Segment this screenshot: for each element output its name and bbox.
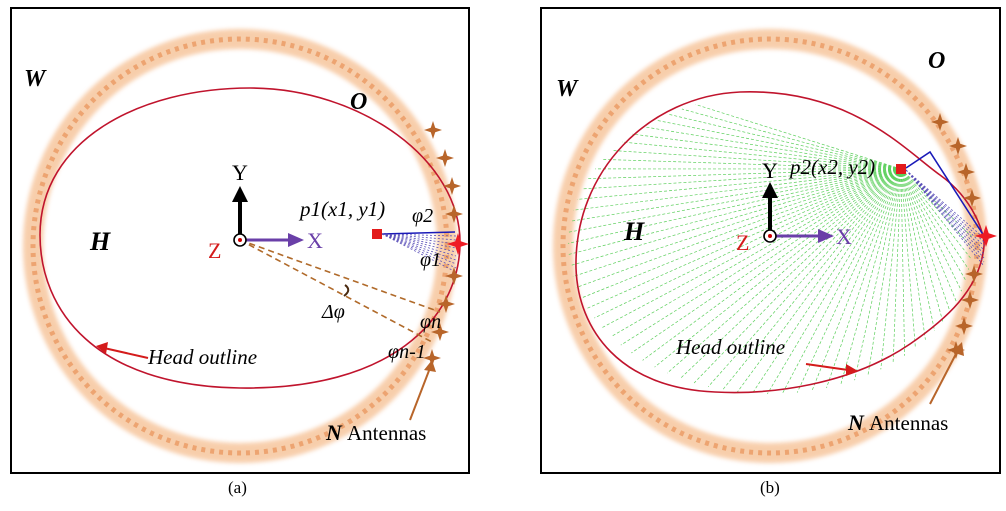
panel-b: W O H Y X Z p2(x2, y2) Head outline N An… <box>541 8 1000 473</box>
label-h: H <box>89 227 111 256</box>
label-o: O <box>928 48 945 74</box>
axis-y-label: Y <box>232 160 248 185</box>
axis-y-label: Y <box>762 158 778 183</box>
angle-label-phin: φn <box>420 311 441 333</box>
label-w: W <box>24 66 47 92</box>
caption-b: (b) <box>760 478 780 498</box>
antennas-label: Antennas <box>869 411 948 435</box>
outline-label: Head outline <box>147 345 257 369</box>
axis-z-label: Z <box>208 238 221 263</box>
label-o: O <box>350 89 367 115</box>
antennas-n: N <box>847 410 865 435</box>
point-p1 <box>372 229 382 239</box>
antennas-n: N <box>325 420 343 445</box>
caption-a: (a) <box>228 478 247 498</box>
antennas-label: Antennas <box>347 421 426 445</box>
angle-label-phi1: φ1 <box>420 249 441 271</box>
point-label: p2(x2, y2) <box>788 155 875 179</box>
label-w: W <box>556 76 579 102</box>
axis-x-label: X <box>307 228 323 253</box>
angle-label-phin-1: φn-1 <box>388 341 426 363</box>
label-h: H <box>623 217 645 246</box>
panel-a: W O H Y X Z p1(x1, y1) φ2 φ1 Δφ φn φn-1 … <box>11 8 469 473</box>
axis-x-label: X <box>836 224 852 249</box>
point-p2 <box>896 164 906 174</box>
axis-z-label: Z <box>736 230 749 255</box>
angle-label-delta-phi: Δφ <box>321 301 345 323</box>
outline-label: Head outline <box>675 335 785 359</box>
point-label: p1(x1, y1) <box>298 197 385 221</box>
angle-label-phi2: φ2 <box>412 205 433 227</box>
